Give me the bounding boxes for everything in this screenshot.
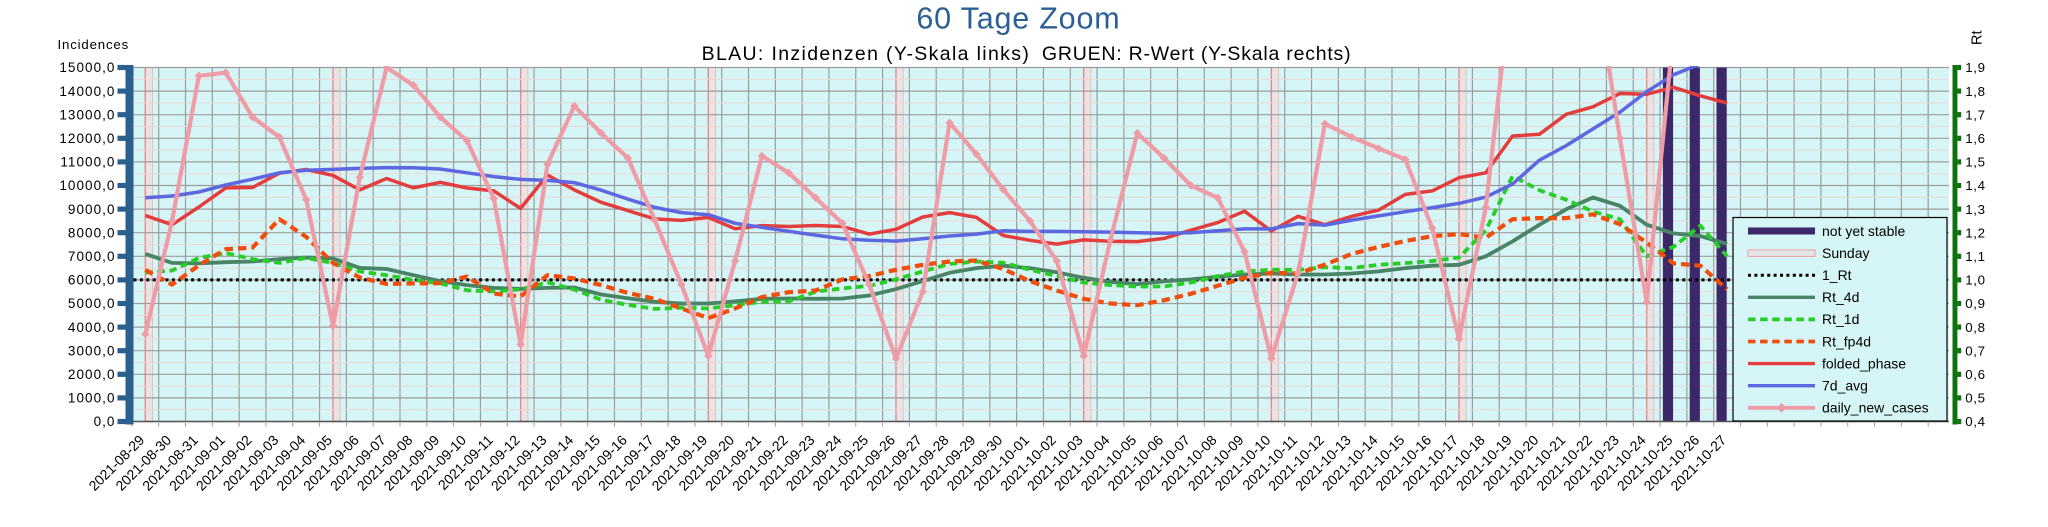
svg-text:Rt: Rt	[1970, 31, 1986, 46]
svg-text:4000,0: 4000,0	[68, 320, 116, 335]
svg-text:0,4: 0,4	[1965, 414, 1986, 429]
svg-text:0,9: 0,9	[1965, 296, 1986, 311]
svg-text:Incidences: Incidences	[58, 37, 130, 52]
svg-text:1,8: 1,8	[1965, 84, 1986, 99]
svg-text:1000,0: 1000,0	[68, 391, 116, 406]
svg-text:1,3: 1,3	[1965, 202, 1986, 217]
svg-text:9000,0: 9000,0	[68, 202, 116, 217]
svg-text:folded_phase: folded_phase	[1822, 355, 1906, 371]
svg-text:1,4: 1,4	[1965, 178, 1986, 193]
svg-text:15000,0: 15000,0	[59, 60, 115, 75]
svg-text:1,7: 1,7	[1965, 107, 1986, 122]
svg-text:13000,0: 13000,0	[59, 107, 115, 122]
svg-text:0,6: 0,6	[1965, 367, 1986, 382]
svg-text:1,9: 1,9	[1965, 60, 1986, 75]
svg-text:Rt_4d: Rt_4d	[1822, 289, 1859, 305]
svg-text:Rt_fp4d: Rt_fp4d	[1822, 333, 1871, 349]
svg-text:0,5: 0,5	[1965, 391, 1986, 406]
svg-text:not yet stable: not yet stable	[1822, 223, 1905, 239]
svg-text:1,2: 1,2	[1965, 225, 1986, 240]
svg-text:0,7: 0,7	[1965, 343, 1986, 358]
svg-text:7000,0: 7000,0	[68, 249, 116, 264]
svg-text:1_Rt: 1_Rt	[1822, 267, 1852, 283]
svg-text:14000,0: 14000,0	[59, 84, 115, 99]
svg-text:BLAU: Inzidenzen (Y-Skala link: BLAU: Inzidenzen (Y-Skala links)	[702, 43, 1031, 65]
svg-text:1,1: 1,1	[1965, 249, 1986, 264]
svg-text:1,0: 1,0	[1965, 273, 1986, 288]
svg-text:60 Tage Zoom: 60 Tage Zoom	[916, 2, 1120, 36]
svg-text:12000,0: 12000,0	[59, 131, 115, 146]
svg-text:8000,0: 8000,0	[68, 225, 116, 240]
svg-text:11000,0: 11000,0	[60, 155, 115, 170]
svg-text:0,8: 0,8	[1965, 320, 1986, 335]
svg-text:0,0: 0,0	[94, 414, 116, 429]
svg-text:7d_avg: 7d_avg	[1822, 378, 1868, 394]
svg-text:1,6: 1,6	[1965, 131, 1986, 146]
svg-text:2000,0: 2000,0	[68, 367, 116, 382]
svg-text:3000,0: 3000,0	[68, 343, 116, 358]
svg-text:Rt_1d: Rt_1d	[1822, 311, 1859, 327]
svg-text:6000,0: 6000,0	[68, 273, 116, 288]
svg-text:1,5: 1,5	[1965, 155, 1986, 170]
svg-text:Sunday: Sunday	[1822, 245, 1869, 261]
svg-text:daily_new_cases: daily_new_cases	[1822, 400, 1929, 416]
svg-text:10000,0: 10000,0	[59, 178, 115, 193]
svg-text:GRUEN: R-Wert (Y-Skala rechts): GRUEN: R-Wert (Y-Skala rechts)	[1042, 43, 1351, 65]
svg-text:5000,0: 5000,0	[68, 296, 116, 311]
